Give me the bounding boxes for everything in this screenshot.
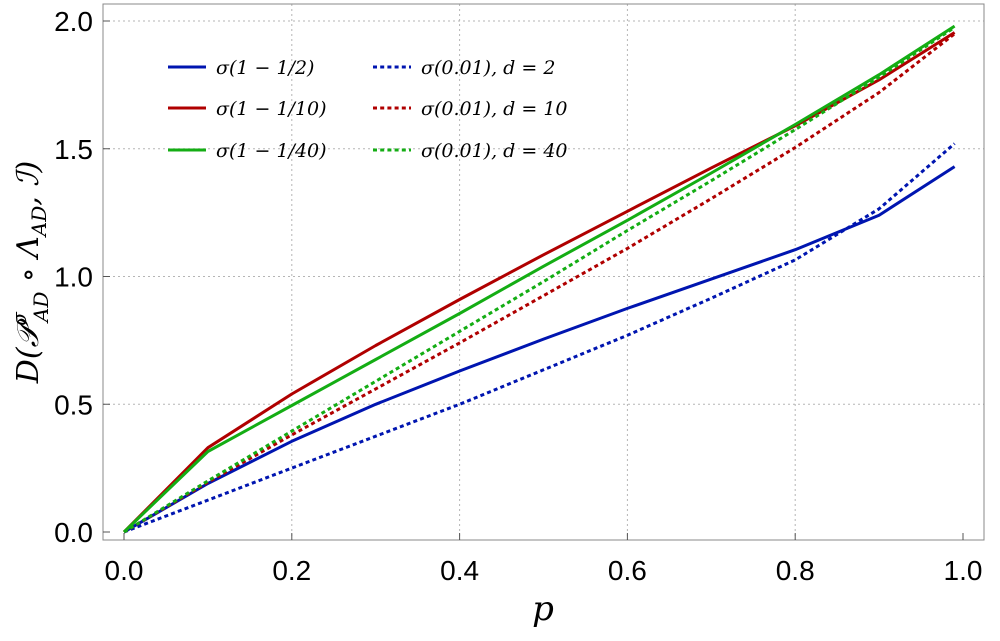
y-tick-label: 1.0 <box>54 262 93 293</box>
series-line-6 <box>123 26 956 534</box>
legend: σ(1 − 1/2) σ(0.01), d = 2 σ(1 − 1/10) σ(0.0… <box>168 57 568 162</box>
grid-lines <box>103 4 984 540</box>
y-axis-label: D(𝒫σAD ∘ ΛAD, ℐ) <box>7 161 53 384</box>
y-tick-label: 0.0 <box>54 517 93 548</box>
series-line-4 <box>123 32 956 534</box>
y-tick-label: 0.5 <box>54 389 93 420</box>
x-tick-label: 0.6 <box>608 555 647 586</box>
series-line-2 <box>123 142 956 534</box>
x-axis-label: p <box>532 589 554 629</box>
y-tick-label: 1.5 <box>54 134 93 165</box>
x-tick-label: 0.0 <box>105 555 144 586</box>
x-tick-label: 1.0 <box>944 555 983 586</box>
legend-label-5: σ(1 − 1/40) <box>216 140 327 162</box>
x-tick-label: 0.8 <box>776 555 815 586</box>
y-tick-label: 2.0 <box>54 6 93 37</box>
x-tick-label: 0.4 <box>440 555 479 586</box>
legend-label-4: σ(0.01), d = 10 <box>421 98 568 120</box>
series-line-5 <box>122 24 956 534</box>
plot-frame <box>102 3 985 541</box>
legend-label-2: σ(0.01), d = 2 <box>421 57 555 79</box>
axis-ticks: 0.0 0.2 0.4 0.6 0.8 1.0 0.0 0.5 1.0 1.5 2.0 <box>54 6 982 586</box>
legend-label-6: σ(0.01), d = 40 <box>421 140 568 162</box>
series-layer <box>122 24 956 534</box>
legend-label-3: σ(1 − 1/10) <box>216 98 327 120</box>
legend-label-1: σ(1 − 1/2) <box>216 57 314 79</box>
x-tick-label: 0.2 <box>272 555 311 586</box>
series-line-1 <box>123 165 956 534</box>
